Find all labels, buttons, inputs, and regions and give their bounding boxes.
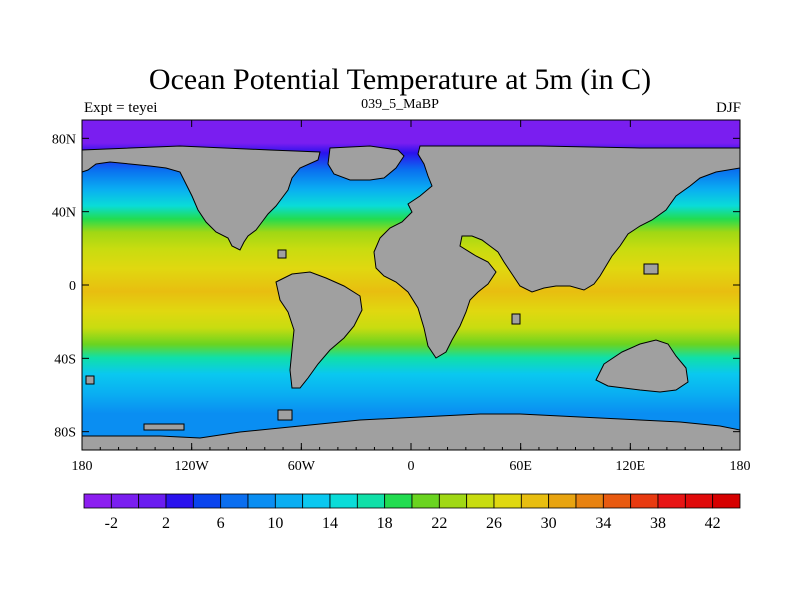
land-antarctica <box>81 413 741 451</box>
colorbar-label: 6 <box>217 515 225 532</box>
colorbar-label: 30 <box>541 515 557 532</box>
land-island-2 <box>143 423 185 431</box>
colorbar-label: 34 <box>595 515 611 532</box>
colorbar-box <box>329 493 358 509</box>
colorbar-label: 22 <box>431 515 447 532</box>
colorbar-box <box>192 493 222 509</box>
colorbar-box <box>384 493 413 509</box>
colorbar-label: 10 <box>267 515 283 532</box>
colorbar-box <box>493 493 522 509</box>
lon-tick-label: 180 <box>72 459 93 474</box>
land-island-5 <box>85 375 95 385</box>
colorbar-box <box>165 493 194 509</box>
land-island-1 <box>277 409 293 421</box>
map-title: Ocean Potential Temperature at 5m (in C) <box>148 63 652 96</box>
colorbar-box <box>602 493 632 509</box>
lat-tick-label: 40N <box>52 206 76 221</box>
colorbar-box <box>274 493 304 509</box>
colorbar-box <box>630 493 659 509</box>
lon-tick-label: 60W <box>288 459 316 474</box>
season-label: DJF <box>715 100 741 116</box>
land-australia <box>595 339 689 393</box>
land-north-america <box>81 145 321 251</box>
colorbar-label: 14 <box>322 515 338 532</box>
lon-tick-label: 120E <box>616 459 646 474</box>
colorbar-box <box>466 493 495 509</box>
colorbar-label: 38 <box>650 515 666 532</box>
lon-tick-label: 0 <box>408 459 415 474</box>
colorbar-label: 18 <box>377 515 393 532</box>
land-greenland <box>327 145 405 181</box>
latitude-axis: 80N 40N 0 40S 80S <box>52 132 740 441</box>
land-mask <box>81 145 741 451</box>
colorbar-label: -2 <box>105 515 118 532</box>
colorbar-box <box>712 493 741 509</box>
colorbar-box <box>438 493 468 509</box>
colorbar-box <box>138 493 167 509</box>
experiment-label: Expt = teyei <box>84 100 158 116</box>
land-island-6 <box>277 249 287 259</box>
colorbar-labels: -2 2 6 10 14 18 22 26 30 34 38 42 <box>105 515 721 532</box>
colorbar-box <box>302 493 331 509</box>
lat-tick-label: 0 <box>69 279 76 294</box>
lat-tick-label: 80S <box>54 426 76 441</box>
colorbar-boxes <box>83 493 741 509</box>
land-africa-eurasia <box>373 145 741 359</box>
map-subtitle: 039_5_MaBP <box>361 97 439 112</box>
colorbar-box <box>548 493 577 509</box>
colorbar-box <box>411 493 440 509</box>
land-south-america <box>275 271 363 389</box>
colorbar-box <box>657 493 686 509</box>
land-island-3 <box>511 313 521 325</box>
colorbar-box <box>247 493 276 509</box>
lon-tick-label: 120W <box>175 459 210 474</box>
colorbar-box <box>684 493 714 509</box>
colorbar-box <box>83 493 112 509</box>
lat-tick-label: 40S <box>54 352 76 367</box>
lon-tick-label: 60E <box>509 459 532 474</box>
land-island-4 <box>643 263 659 275</box>
colorbar-box <box>575 493 604 509</box>
colorbar-box <box>356 493 386 509</box>
colorbar-label: 2 <box>162 515 170 532</box>
colorbar-box <box>220 493 249 509</box>
lon-tick-label: 180 <box>730 459 751 474</box>
colorbar-label: 26 <box>486 515 502 532</box>
colorbar-box <box>520 493 550 509</box>
colorbar-label: 42 <box>705 515 721 532</box>
colorbar-box <box>110 493 140 509</box>
longitude-axis: 180 120W 60W 0 60E 120E 180 <box>72 120 751 474</box>
lat-tick-label: 80N <box>52 132 76 147</box>
plot-area <box>81 119 741 451</box>
